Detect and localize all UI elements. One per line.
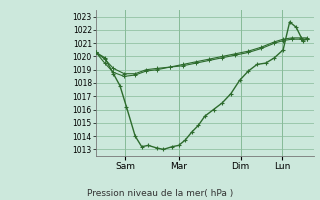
Text: Pression niveau de la mer( hPa ): Pression niveau de la mer( hPa ) (87, 189, 233, 198)
